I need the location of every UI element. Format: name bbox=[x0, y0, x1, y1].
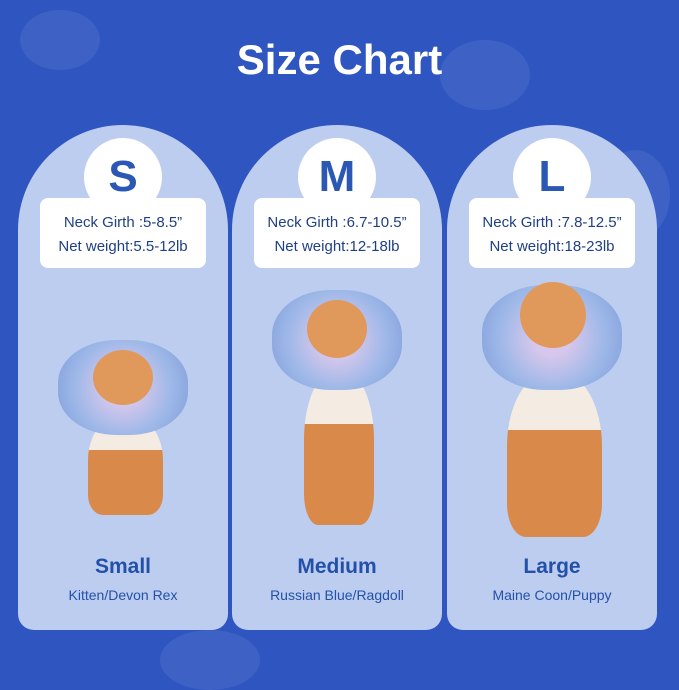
net-weight: Net weight:5.5-12lb bbox=[58, 238, 188, 255]
paw-print-decoration bbox=[20, 10, 100, 70]
size-breed: Kitten/Devon Rex bbox=[68, 587, 178, 603]
size-info-box: Neck Girth :7.8-12.5” Net weight:18-23lb bbox=[469, 198, 635, 268]
paw-print-decoration bbox=[160, 630, 260, 690]
paw-print-decoration bbox=[440, 40, 530, 110]
net-weight: Net weight:18-23lb bbox=[489, 238, 615, 255]
size-card-small: S Neck Girth :5-8.5” Net weight:5.5-12lb… bbox=[18, 125, 228, 630]
size-card-large: L Neck Girth :7.8-12.5” Net weight:18-23… bbox=[447, 125, 657, 630]
neck-girth: Neck Girth :5-8.5” bbox=[63, 214, 183, 231]
neck-girth: Neck Girth :7.8-12.5” bbox=[482, 214, 622, 231]
size-name: Large bbox=[523, 555, 581, 578]
cat-photo-large bbox=[482, 277, 622, 542]
size-breed: Russian Blue/Ragdoll bbox=[270, 587, 404, 603]
page-title: Size Chart bbox=[236, 36, 443, 83]
net-weight: Net weight:12-18lb bbox=[274, 238, 400, 255]
cat-photo-small bbox=[58, 340, 188, 520]
size-name: Medium bbox=[297, 555, 377, 578]
size-card-medium: M Neck Girth :6.7-10.5” Net weight:12-18… bbox=[232, 125, 442, 630]
cat-photo-medium bbox=[272, 290, 402, 530]
neck-girth: Neck Girth :6.7-10.5” bbox=[267, 214, 407, 231]
size-info-box: Neck Girth :6.7-10.5” Net weight:12-18lb bbox=[254, 198, 420, 268]
size-info-box: Neck Girth :5-8.5” Net weight:5.5-12lb bbox=[40, 198, 206, 268]
size-name: Small bbox=[94, 555, 152, 578]
size-breed: Maine Coon/Puppy bbox=[492, 587, 612, 603]
